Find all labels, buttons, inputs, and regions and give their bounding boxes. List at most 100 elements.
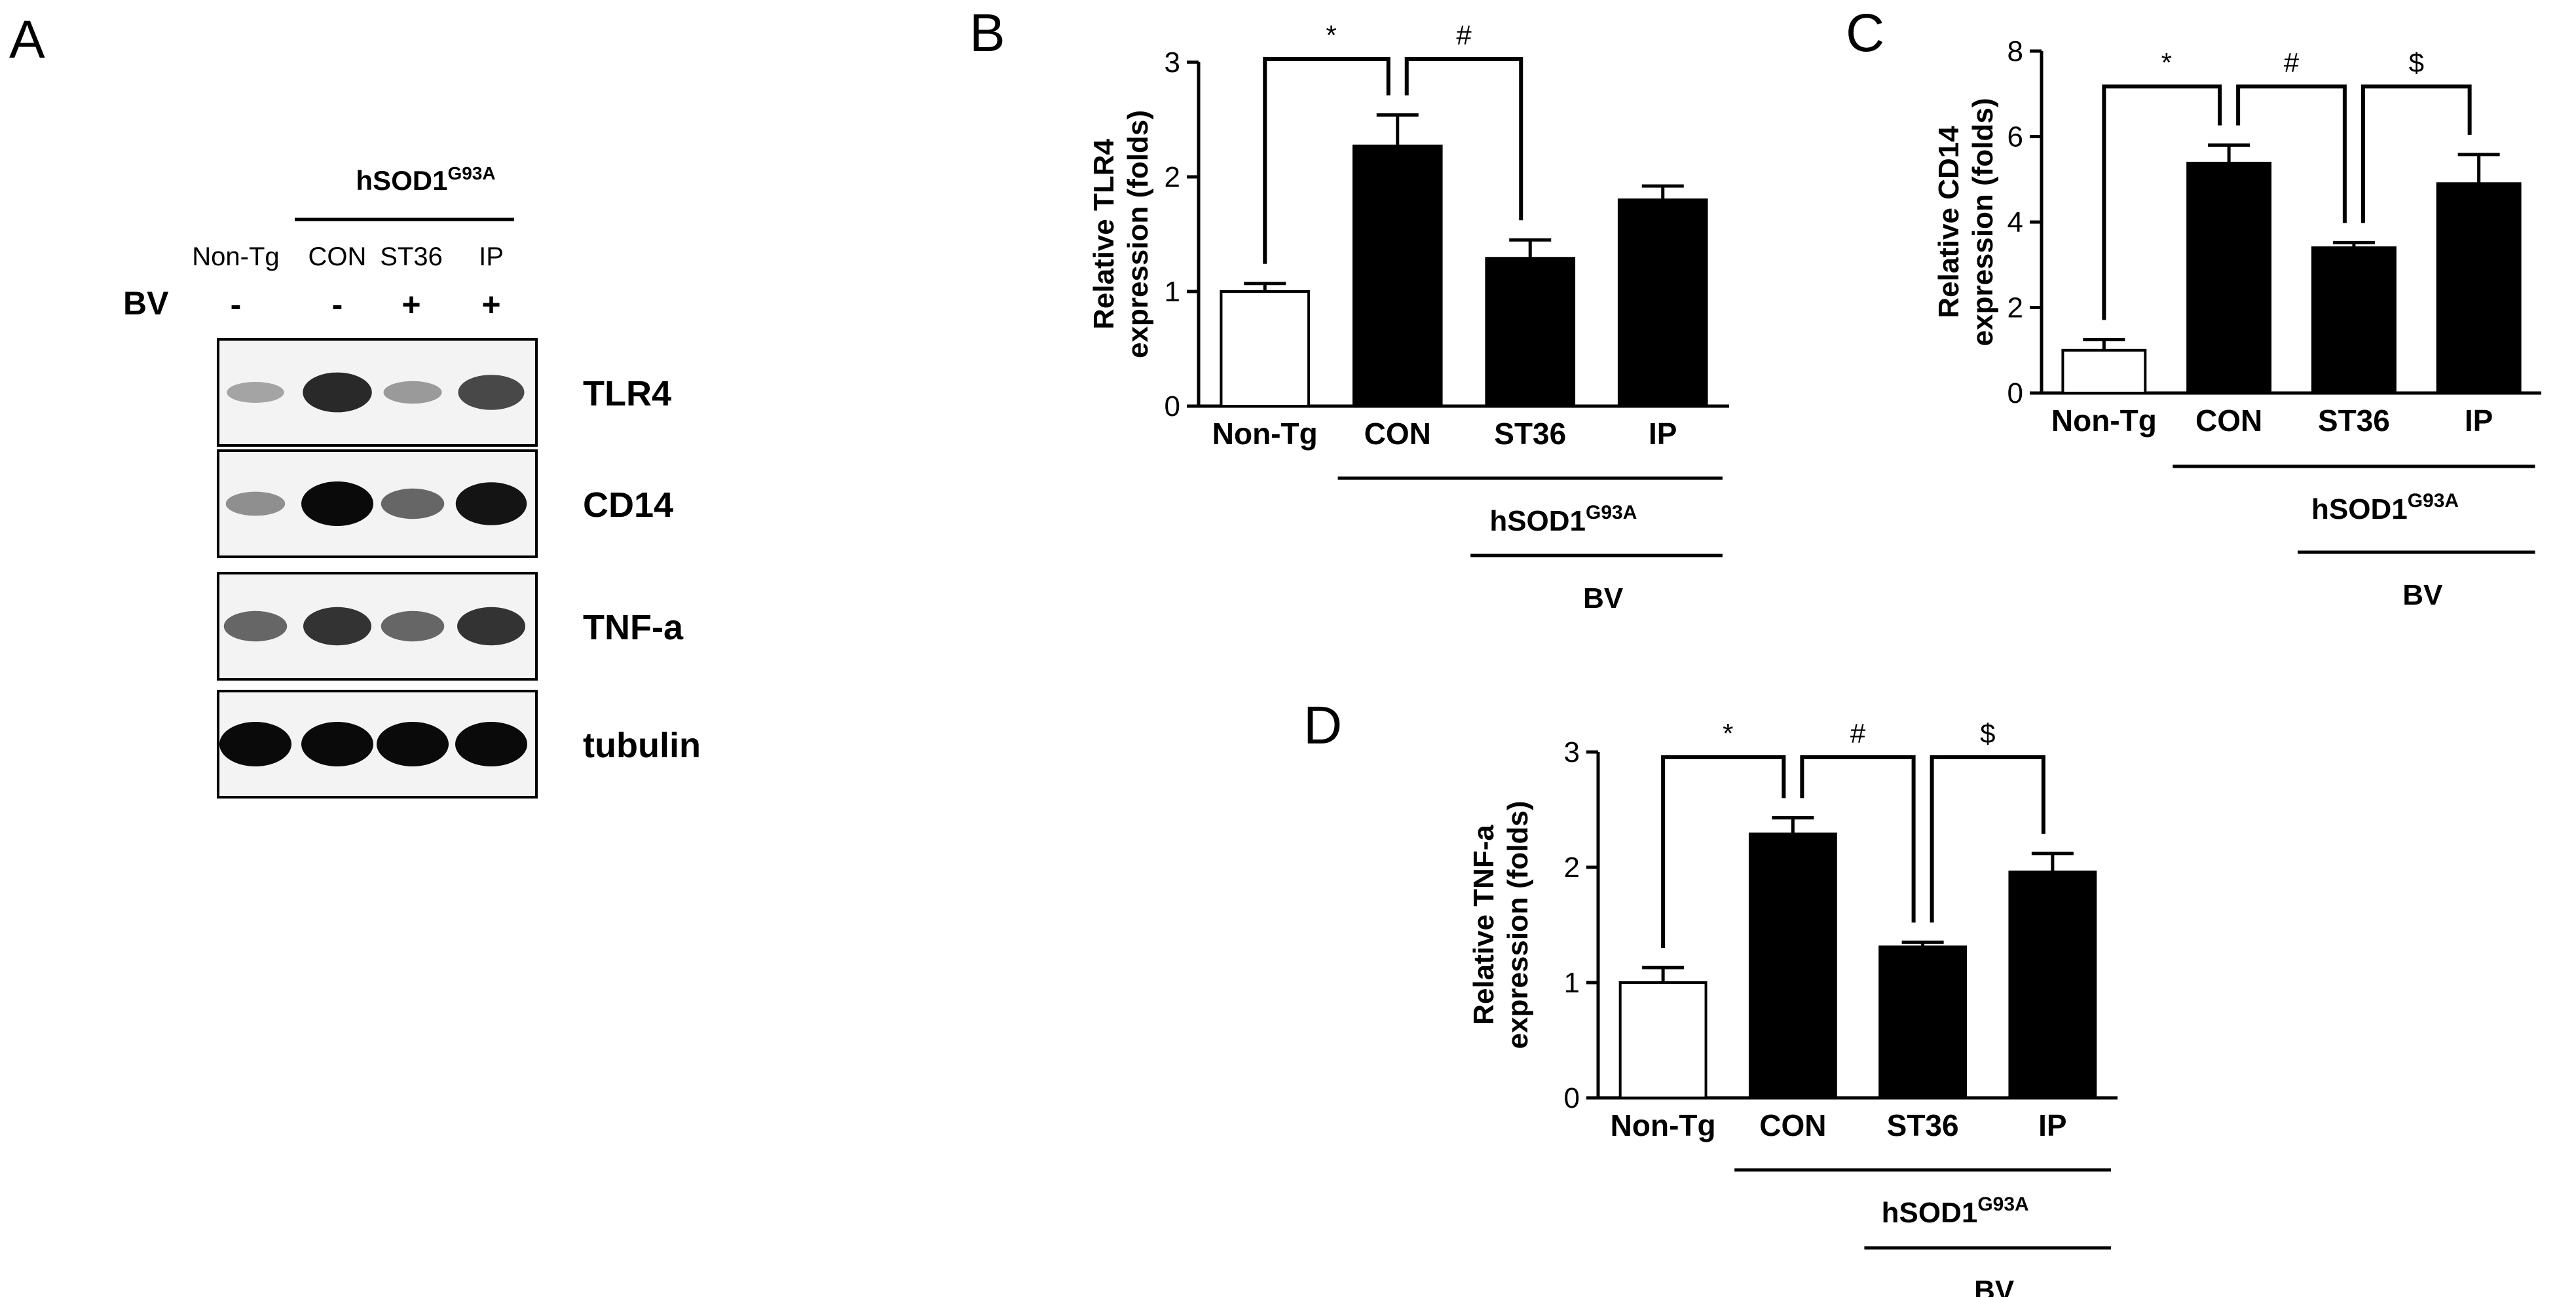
group-label-text: hSOD1 — [2311, 493, 2408, 525]
blot-band — [377, 722, 449, 766]
blot-lane-label: IP — [479, 242, 504, 271]
y-axis-label-line: expression (folds) — [1967, 98, 1999, 347]
significance-symbol: # — [2284, 47, 2300, 78]
blot-row: CD14 — [217, 449, 673, 558]
group-label: hSOD1G93A — [1882, 1194, 2029, 1229]
significance-bracket — [1661, 755, 1786, 949]
significance-bracket — [1800, 755, 1916, 923]
blot-row-label: tubulin — [583, 726, 701, 765]
bar — [1878, 945, 1968, 1099]
bar — [2436, 182, 2522, 394]
category-label: IP — [1649, 417, 1677, 451]
blot-row: TLR4 — [217, 338, 671, 447]
significance-symbol: # — [1456, 20, 1472, 50]
bar — [2008, 871, 2097, 1100]
bar — [2311, 246, 2397, 394]
panel-letter-a: A — [9, 10, 45, 69]
y-tick-label: 3 — [1165, 47, 1180, 79]
y-axis-label: Relative CD14expression (folds) — [1933, 98, 1999, 347]
blot-row-label: TLR4 — [583, 374, 671, 413]
y-tick-label: 2 — [1165, 161, 1180, 193]
blot-row-label: CD14 — [583, 485, 673, 525]
significance-symbol: $ — [2409, 47, 2424, 78]
category-label: Non-Tg — [1212, 417, 1318, 451]
bv-label: BV — [2402, 579, 2443, 611]
blot-row: TNF-a — [217, 572, 684, 681]
bv-label: BV — [1583, 582, 1624, 614]
blot-bv-sign: - — [231, 286, 242, 323]
blot-bv-sign: + — [481, 286, 500, 323]
bar — [1352, 144, 1443, 407]
blot-row-label: TNF-a — [583, 608, 684, 647]
group-label-sup: G93A — [2408, 490, 2459, 512]
category-label: IP — [2465, 404, 2493, 438]
y-tick-label: 4 — [2007, 206, 2023, 238]
blot-row: tubulin — [217, 690, 701, 799]
y-tick-label: 2 — [1564, 852, 1580, 884]
blot-band — [301, 481, 373, 526]
group-label-text: hSOD1 — [1882, 1197, 1978, 1229]
category-label: ST36 — [1494, 417, 1566, 451]
blot-panel: A hSOD1G93A Non-Tg CON ST36 IP BV - - + + TLR4… — [9, 10, 701, 799]
y-axis-label-line: expression (folds) — [1502, 801, 1534, 1049]
group-label-sup: G93A — [1977, 1194, 2028, 1215]
panel-letter: B — [969, 3, 1005, 63]
blot-band — [219, 722, 291, 766]
bar — [2061, 348, 2147, 394]
y-axis-label: Relative TLR4expression (folds) — [1088, 110, 1154, 358]
y-tick-label: 2 — [2007, 292, 2023, 324]
blot-lane-labels: Non-Tg CON ST36 IP — [192, 242, 504, 271]
significance-bracket — [1404, 57, 1523, 221]
blot-band — [458, 375, 525, 410]
blot-bv-sign: + — [401, 286, 420, 323]
blot-band — [381, 488, 445, 519]
y-axis-label-line: Relative CD14 — [1933, 126, 1965, 318]
significance-bracket — [2102, 85, 2222, 320]
category-label: ST36 — [1887, 1108, 1959, 1142]
blot-band — [301, 722, 373, 766]
y-tick-label: 6 — [2007, 121, 2023, 153]
group-label: hSOD1G93A — [2311, 490, 2459, 525]
y-axis-label-line: Relative TLR4 — [1088, 138, 1120, 329]
y-tick-label: 0 — [1165, 390, 1180, 423]
blot-bv-label: BV — [123, 285, 169, 322]
bar — [1485, 257, 1576, 407]
blot-band — [223, 611, 288, 642]
blot-band — [457, 607, 525, 646]
blot-band — [381, 611, 445, 642]
significance-bracket — [2361, 85, 2472, 223]
group-label: hSOD1G93A — [1489, 502, 1637, 537]
blot-band — [383, 381, 442, 404]
significance-symbol: * — [1723, 718, 1733, 749]
chart-cd14: C Relative CD14expression (folds)0 2 4 6 8 Non… — [1846, 3, 2541, 611]
significance-symbol: * — [2161, 47, 2172, 78]
bar — [1618, 981, 1708, 1099]
panel-letter: D — [1303, 696, 1342, 755]
blot-lane-label: CON — [308, 242, 367, 271]
y-tick-label: 1 — [1165, 276, 1180, 308]
significance-bracket — [2236, 85, 2347, 223]
blot-band — [303, 372, 372, 413]
blot-lane-label: Non-Tg — [192, 242, 279, 271]
y-axis-label-line: Relative TNF-a — [1468, 825, 1500, 1025]
chart-tnfa: D Relative TNF-aexpression (folds) 0 1 2 3 Non… — [1303, 696, 2118, 1297]
blot-band — [227, 382, 284, 403]
blot-bv-sign: - — [332, 286, 343, 323]
category-label: CON — [2195, 404, 2262, 438]
panel-letter: C — [1846, 3, 1884, 63]
chart-tlr4: B Relative TLR4expression (folds) 0 1 2 3 Non-… — [969, 3, 1729, 614]
bv-label: BV — [1974, 1275, 2015, 1297]
blot-band — [303, 607, 371, 646]
category-label: Non-Tg — [1611, 1108, 1716, 1142]
group-label-text: hSOD1 — [1489, 505, 1586, 537]
blot-band — [455, 482, 527, 525]
blot-bv-signs: - - + + — [231, 286, 501, 323]
category-label: ST36 — [2318, 404, 2390, 438]
significance-bracket — [1263, 57, 1391, 264]
bar — [2186, 161, 2272, 395]
blot-lane-label: ST36 — [380, 242, 443, 271]
y-axis-label: Relative TNF-aexpression (folds) — [1468, 801, 1534, 1049]
blot-rows: TLR4 CD14 TNF-a tubulin — [217, 338, 701, 799]
y-tick-label: 0 — [2007, 377, 2023, 409]
